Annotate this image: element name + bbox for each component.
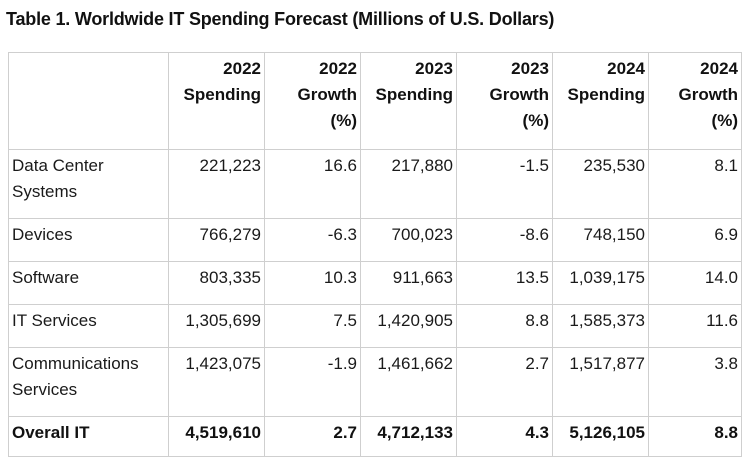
table-row-devices: Devices 766,279 -6.3 700,023 -8.6 748,15… <box>8 218 742 262</box>
cell-2024-spending: 1,517,877 <box>552 347 649 417</box>
cell-2024-spending: 5,126,105 <box>552 416 649 457</box>
table-row-data-center-systems: Data Center Systems 221,223 16.6 217,880… <box>8 149 742 219</box>
cell-2024-growth: 14.0 <box>648 261 742 305</box>
row-label: IT Services <box>8 304 169 348</box>
cell-2022-growth: -6.3 <box>264 218 361 262</box>
cell-2024-spending: 748,150 <box>552 218 649 262</box>
row-label: Data Center Systems <box>8 149 169 219</box>
row-label: Software <box>8 261 169 305</box>
header-cell-2023-spending: 2023 Spending <box>360 52 457 150</box>
cell-2023-growth: 8.8 <box>456 304 553 348</box>
table-row-communications-services: Communications Services 1,423,075 -1.9 1… <box>8 347 742 417</box>
cell-2023-spending: 700,023 <box>360 218 457 262</box>
cell-2023-spending: 217,880 <box>360 149 457 219</box>
it-spending-table: 2022 Spending 2022 Growth (%) 2023 Spend… <box>8 52 742 457</box>
cell-2023-growth: -1.5 <box>456 149 553 219</box>
cell-2022-spending: 766,279 <box>168 218 265 262</box>
table-header-row: 2022 Spending 2022 Growth (%) 2023 Spend… <box>8 52 742 150</box>
cell-2023-spending: 1,461,662 <box>360 347 457 417</box>
cell-2022-spending: 1,423,075 <box>168 347 265 417</box>
cell-2023-spending: 1,420,905 <box>360 304 457 348</box>
cell-2022-growth: 16.6 <box>264 149 361 219</box>
cell-2022-spending: 221,223 <box>168 149 265 219</box>
cell-2024-spending: 235,530 <box>552 149 649 219</box>
cell-2024-growth: 8.8 <box>648 416 742 457</box>
header-cell-2024-spending: 2024 Spending <box>552 52 649 150</box>
cell-2022-growth: 10.3 <box>264 261 361 305</box>
table-row-it-services: IT Services 1,305,699 7.5 1,420,905 8.8 … <box>8 304 742 348</box>
cell-2022-spending: 1,305,699 <box>168 304 265 348</box>
cell-2024-growth: 11.6 <box>648 304 742 348</box>
header-cell-2023-growth: 2023 Growth (%) <box>456 52 553 150</box>
cell-2024-growth: 8.1 <box>648 149 742 219</box>
table-row-software: Software 803,335 10.3 911,663 13.5 1,039… <box>8 261 742 305</box>
cell-2023-growth: 13.5 <box>456 261 553 305</box>
row-label: Communications Services <box>8 347 169 417</box>
table-title: Table 1. Worldwide IT Spending Forecast … <box>6 9 555 29</box>
cell-2024-growth: 6.9 <box>648 218 742 262</box>
header-cell-2022-growth: 2022 Growth (%) <box>264 52 361 150</box>
header-cell-2024-growth: 2024 Growth (%) <box>648 52 742 150</box>
cell-2023-growth: 2.7 <box>456 347 553 417</box>
header-cell-segment <box>8 52 169 150</box>
cell-2022-spending: 4,519,610 <box>168 416 265 457</box>
row-label: Devices <box>8 218 169 262</box>
cell-2024-spending: 1,039,175 <box>552 261 649 305</box>
cell-2022-growth: 2.7 <box>264 416 361 457</box>
table-row-overall-it: Overall IT 4,519,610 2.7 4,712,133 4.3 5… <box>8 416 742 457</box>
cell-2022-growth: 7.5 <box>264 304 361 348</box>
row-label: Overall IT <box>8 416 169 457</box>
cell-2022-spending: 803,335 <box>168 261 265 305</box>
header-cell-2022-spending: 2022 Spending <box>168 52 265 150</box>
cell-2022-growth: -1.9 <box>264 347 361 417</box>
cell-2023-spending: 4,712,133 <box>360 416 457 457</box>
cell-2024-spending: 1,585,373 <box>552 304 649 348</box>
cell-2023-growth: -8.6 <box>456 218 553 262</box>
cell-2024-growth: 3.8 <box>648 347 742 417</box>
cell-2023-growth: 4.3 <box>456 416 553 457</box>
cell-2023-spending: 911,663 <box>360 261 457 305</box>
